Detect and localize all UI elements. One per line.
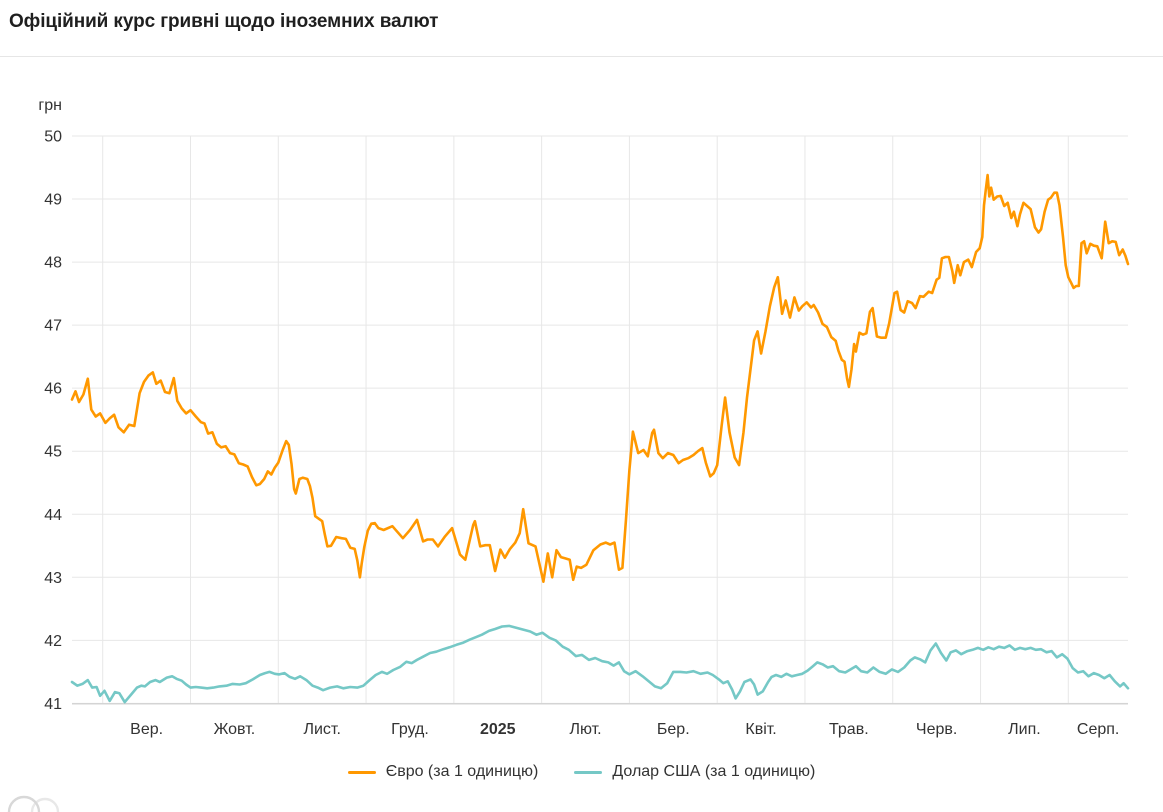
usd-line-path[interactable] [70, 624, 1130, 704]
legend-item-usd[interactable]: Долар США (за 1 одиницю) [574, 763, 815, 781]
y-tick-label: 45 [44, 444, 62, 461]
x-tick-label: Лист. [303, 721, 340, 738]
y-tick-label: 49 [44, 192, 62, 209]
x-tick-label: Жовт. [214, 721, 256, 738]
y-tick-label: 47 [44, 318, 62, 335]
x-tick-label: Квіт. [745, 721, 776, 738]
minfin-logo-watermark-icon [7, 795, 60, 812]
euro-line-path[interactable] [70, 173, 1130, 584]
chart-legend: Євро (за 1 одиницю) Долар США (за 1 один… [0, 763, 1163, 781]
euro-line-swatch-icon [347, 770, 376, 774]
x-tick-label: Серп. [1077, 721, 1119, 738]
y-tick-label: 46 [44, 381, 62, 398]
y-axis-unit-label: грн [38, 97, 62, 114]
header-divider [0, 56, 1163, 57]
legend-label-euro: Євро (за 1 одиницю) [385, 763, 539, 780]
chart-header: Офіційний курс гривні щодо іноземних вал… [0, 0, 1163, 33]
page-title: Офіційний курс гривні щодо іноземних вал… [9, 11, 439, 32]
x-tick-label: Бер. [657, 721, 690, 738]
usd-line-swatch-icon [574, 770, 603, 774]
x-tick-label: 2025 [480, 721, 516, 738]
x-tick-label: Черв. [916, 721, 957, 738]
legend-label-usd: Долар США (за 1 одиницю) [612, 763, 816, 780]
legend-item-euro[interactable]: Євро (за 1 одиницю) [347, 763, 539, 781]
y-tick-label: 41 [44, 696, 62, 713]
x-tick-label: Лют. [569, 721, 601, 738]
x-tick-label: Лип. [1008, 721, 1041, 738]
y-tick-label: 42 [44, 633, 62, 650]
x-tick-label: Трав. [829, 721, 869, 738]
x-tick-label: Вер. [130, 721, 163, 738]
y-tick-label: 43 [44, 570, 62, 587]
y-tick-label: 44 [44, 507, 62, 524]
y-tick-label: 48 [44, 255, 62, 272]
y-tick-label: 50 [44, 129, 62, 146]
x-tick-label: Груд. [391, 721, 429, 738]
